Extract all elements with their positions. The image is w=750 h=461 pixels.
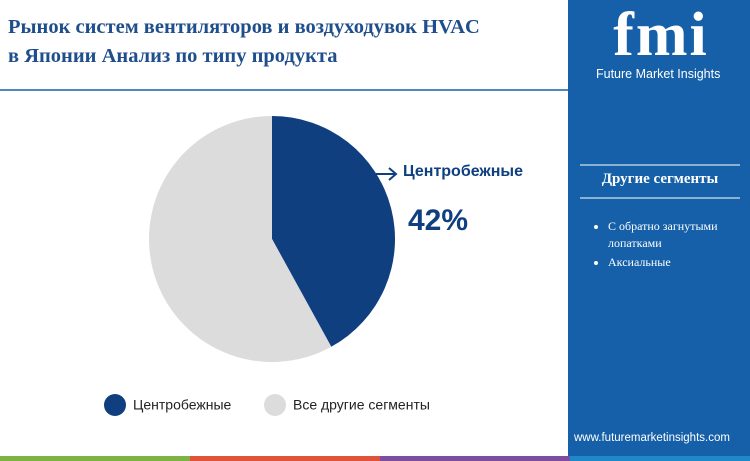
legend-swatch: [104, 394, 126, 416]
legend-label: Все другие сегменты: [293, 397, 430, 413]
segment-item: С обратно загнутыми лопатками: [608, 218, 750, 252]
segment-item: Аксиальные: [608, 254, 750, 271]
chart-title: Рынок систем вентиляторов и воздуходувок…: [8, 16, 480, 38]
segment-list: С обратно загнутыми лопатками Аксиальные: [590, 218, 750, 273]
brand-name: Future Market Insights: [596, 67, 721, 81]
logo: fmi: [613, 1, 709, 69]
annotation-arrow: [376, 167, 398, 181]
pie-slice: [148, 116, 332, 362]
value-label: 42%: [408, 204, 468, 237]
bottom-stripe: [0, 456, 750, 461]
website: www.futuremarketinsights.com: [574, 432, 730, 444]
annotation-label: Центробежные: [403, 163, 523, 180]
legend-swatch: [264, 394, 286, 416]
legend-label: Центробежные: [133, 397, 232, 413]
chart-title: в Японии Анализ по типу продукта: [8, 45, 337, 67]
pie-slice: [272, 116, 395, 347]
panel-heading: Другие сегменты: [601, 171, 719, 187]
side-panel: [568, 0, 750, 461]
